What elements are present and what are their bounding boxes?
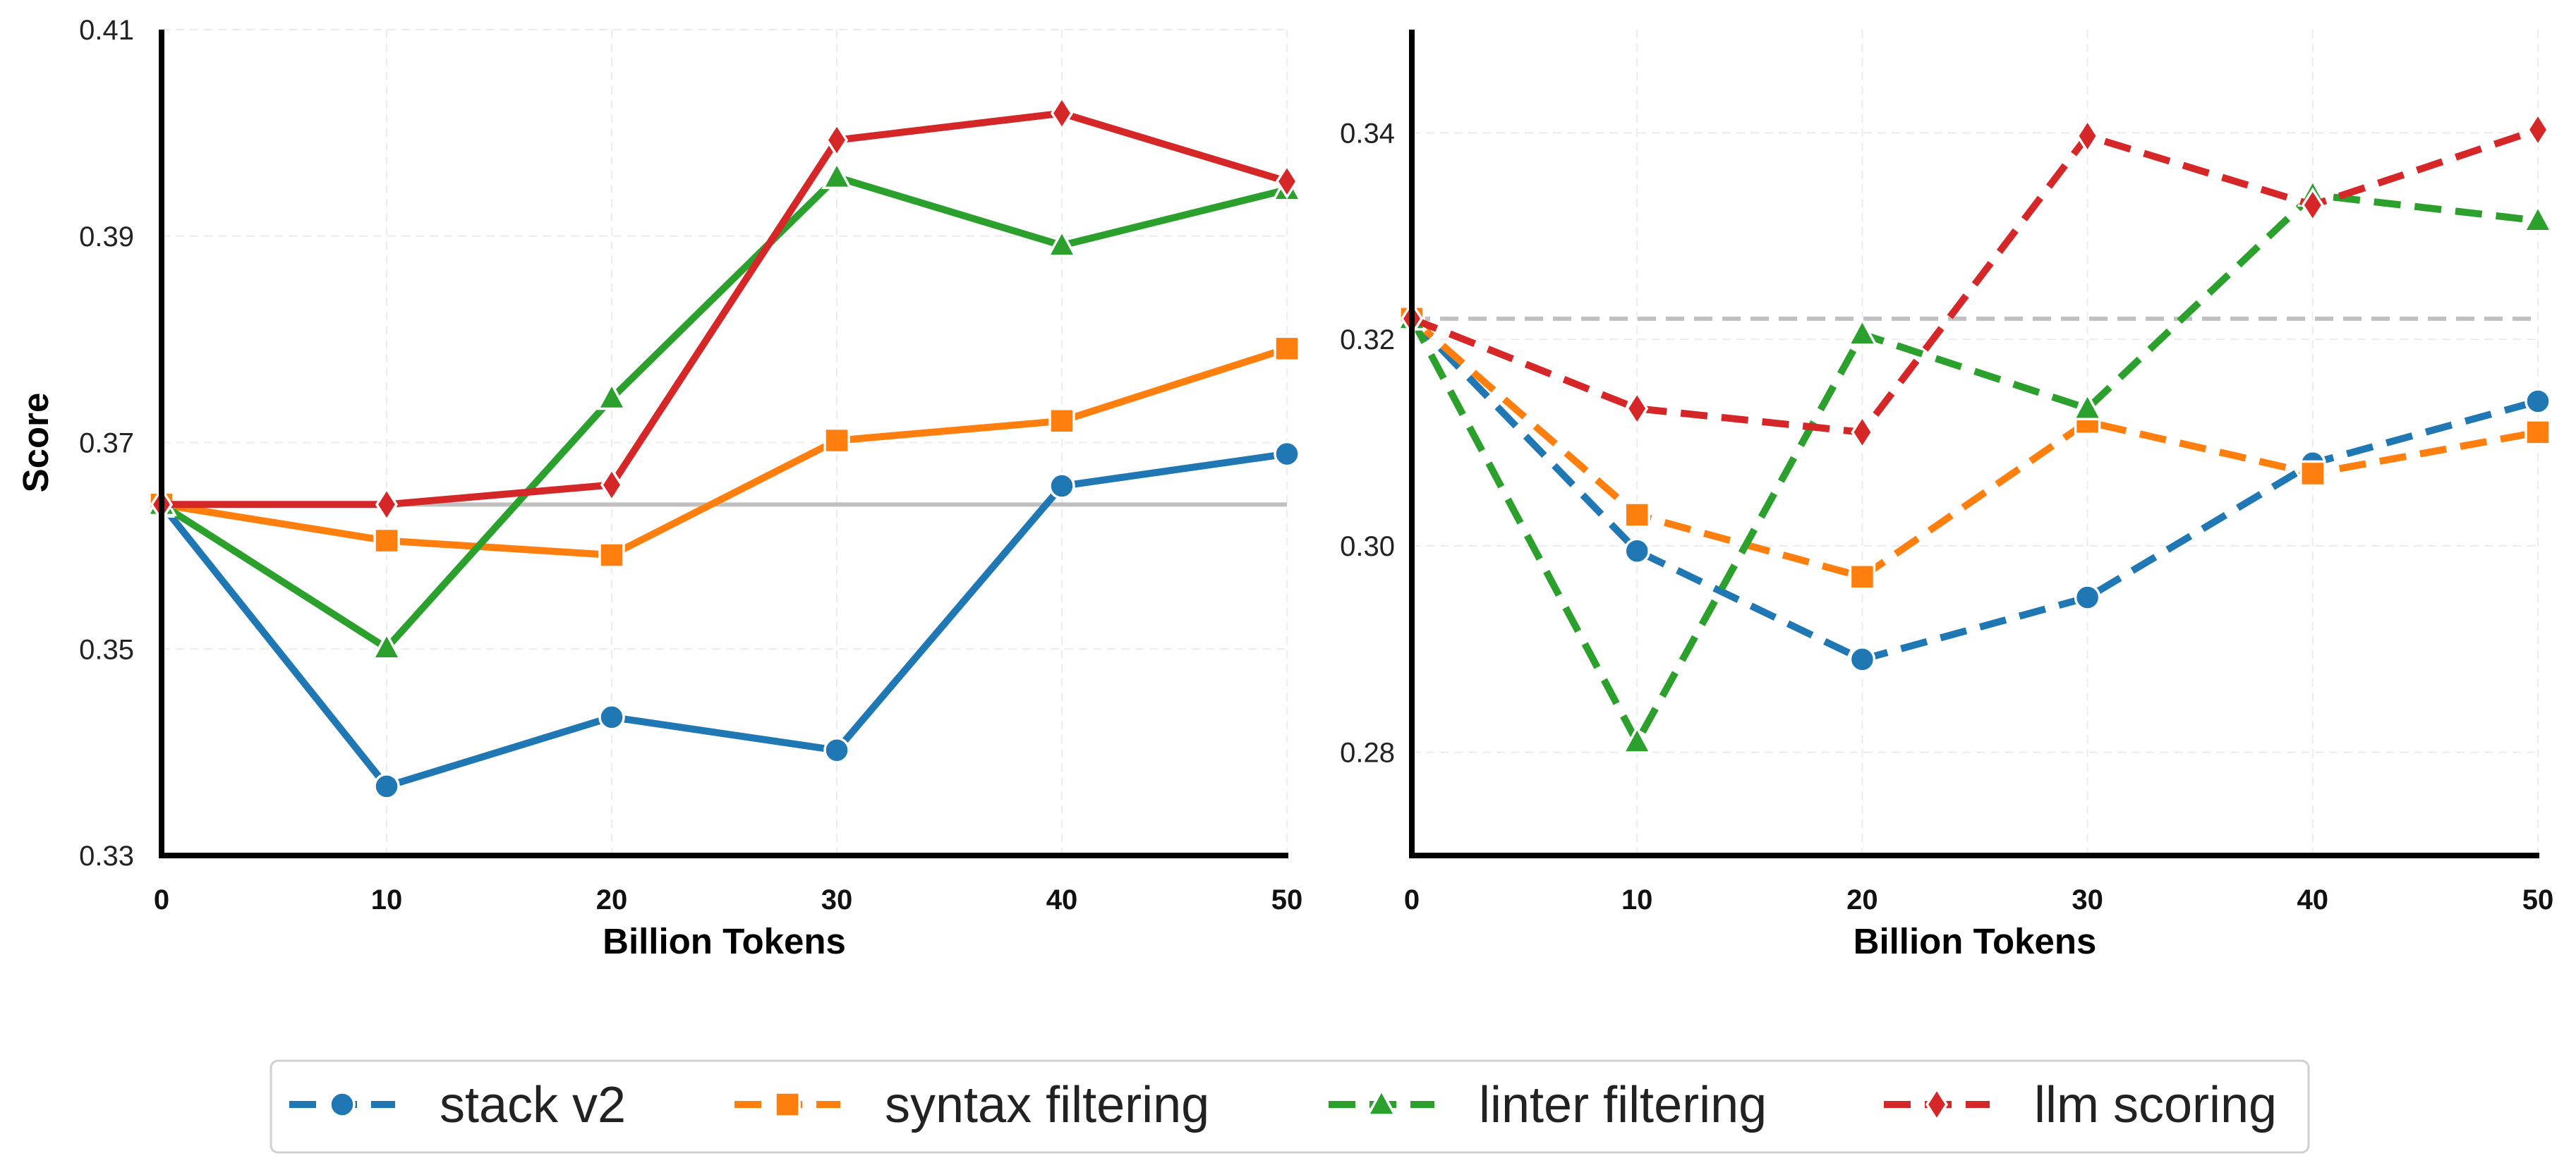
data-point-syntax-filtering [1048, 408, 1075, 434]
series-line-syntax-filtering [1409, 316, 2539, 580]
data-point-linter-filtering [1621, 725, 1653, 754]
data-point-llm-scoring [375, 487, 399, 523]
y-axis-label: Score [16, 393, 56, 493]
legend-entry-stack-v2: stack v2 [289, 1077, 626, 1133]
legend-marker-circle [329, 1091, 356, 1118]
y-tick-label: 0.28 [1340, 738, 1395, 769]
data-point-syntax-filtering [823, 427, 850, 454]
x-tick-label: 50 [1271, 884, 1303, 915]
series-line-stack-v2 [1409, 316, 2539, 663]
x-tick-label: 10 [371, 884, 403, 915]
y-tick-label: 0.37 [79, 428, 134, 459]
data-point-linter-filtering [821, 160, 852, 190]
data-point-stack-v2 [1048, 473, 1075, 499]
data-point-stack-v2 [2074, 584, 2101, 611]
legend-label: syntax filtering [885, 1077, 1209, 1133]
data-point-llm-scoring [1851, 414, 1874, 451]
series-line-stack-v2 [159, 450, 1288, 790]
data-point-llm-scoring [600, 467, 624, 503]
data-point-syntax-filtering [373, 527, 400, 554]
legend-box [270, 1059, 2310, 1154]
series-llm-scoring [1400, 111, 2550, 451]
data-point-linter-filtering [1846, 317, 1878, 346]
data-point-syntax-filtering [2524, 419, 2551, 446]
left-chart: 0.33 0.35 0.37 0.39 0.41 0 10 20 30 40 50 Billion … [16, 15, 1302, 961]
data-point-llm-scoring [825, 122, 849, 158]
y-tick-label: 0.33 [79, 841, 134, 872]
legend: stack v2 syntax filtering linter filtering… [270, 1059, 2310, 1154]
legend-entry-llm-scoring: llm scoring [1884, 1077, 2277, 1133]
series-stack-v2 [148, 440, 1300, 800]
data-point-stack-v2 [1849, 646, 1876, 673]
data-point-stack-v2 [1274, 440, 1300, 468]
legend-label: linter filtering [1479, 1077, 1767, 1133]
series-line-syntax-filtering [161, 345, 1288, 559]
data-point-stack-v2 [2524, 388, 2551, 415]
series-line-linter-filtering [159, 173, 1288, 652]
x-tick-label: 0 [154, 884, 169, 915]
y-tick-label: 0.41 [79, 15, 134, 46]
legend-entry-linter-filtering: linter filtering [1329, 1077, 1767, 1133]
x-tick-label: 10 [1621, 884, 1653, 915]
data-point-syntax-filtering [1274, 335, 1300, 363]
y-tick-label: 0.39 [79, 221, 134, 252]
legend-label: llm scoring [2034, 1077, 2277, 1133]
data-point-stack-v2 [598, 704, 625, 731]
right-chart: 0.28 0.30 0.32 0.34 0 10 20 30 40 50 Billion Toke… [1340, 30, 2553, 961]
legend-marker-square [774, 1091, 801, 1118]
series-linter-filtering [146, 160, 1302, 660]
data-point-syntax-filtering [1849, 564, 1876, 590]
series-line-llm-scoring [162, 109, 1288, 509]
data-point-syntax-filtering [2299, 460, 2326, 487]
data-point-stack-v2 [1623, 537, 1650, 564]
x-axis-label: Billion Tokens [1854, 921, 2097, 961]
data-point-llm-scoring [2526, 111, 2550, 148]
data-point-stack-v2 [823, 736, 850, 764]
data-point-llm-scoring [1050, 95, 1074, 131]
data-point-linter-filtering [596, 381, 627, 410]
series-syntax-filtering [148, 335, 1300, 568]
data-point-llm-scoring [2301, 187, 2324, 224]
series-line-llm-scoring [1410, 126, 2539, 436]
series-linter-filtering [1396, 178, 2553, 754]
data-point-linter-filtering [1046, 229, 1077, 257]
legend-entry-syntax-filtering: syntax filtering [734, 1077, 1209, 1133]
x-tick-label: 20 [596, 884, 628, 915]
data-point-syntax-filtering [1623, 501, 1650, 528]
y-tick-label: 0.34 [1340, 118, 1395, 149]
x-axis-label: Billion Tokens [603, 921, 846, 961]
x-tick-label: 20 [1846, 884, 1878, 915]
x-tick-label: 30 [2072, 884, 2103, 915]
x-tick-label: 0 [1404, 884, 1420, 915]
data-point-linter-filtering [2072, 391, 2103, 420]
x-tick-label: 30 [821, 884, 853, 915]
x-tick-label: 40 [2297, 884, 2329, 915]
x-tick-label: 50 [2522, 884, 2554, 915]
data-point-linter-filtering [2522, 204, 2553, 233]
legend-marker-triangle [1366, 1088, 1397, 1116]
x-tick-label: 40 [1046, 884, 1078, 915]
series-llm-scoring [150, 95, 1299, 523]
data-point-llm-scoring [2076, 118, 2099, 154]
data-point-llm-scoring [1275, 163, 1299, 200]
legend-marker-diamond [1925, 1086, 1949, 1123]
y-tick-label: 0.32 [1340, 324, 1395, 355]
data-point-stack-v2 [373, 773, 400, 800]
series-line-linter-filtering [1408, 191, 2539, 745]
data-point-llm-scoring [1626, 390, 1649, 427]
data-point-syntax-filtering [598, 542, 625, 568]
y-tick-label: 0.30 [1340, 531, 1395, 562]
data-point-linter-filtering [371, 631, 402, 660]
legend-label: stack v2 [440, 1077, 626, 1133]
y-tick-label: 0.35 [79, 634, 134, 665]
